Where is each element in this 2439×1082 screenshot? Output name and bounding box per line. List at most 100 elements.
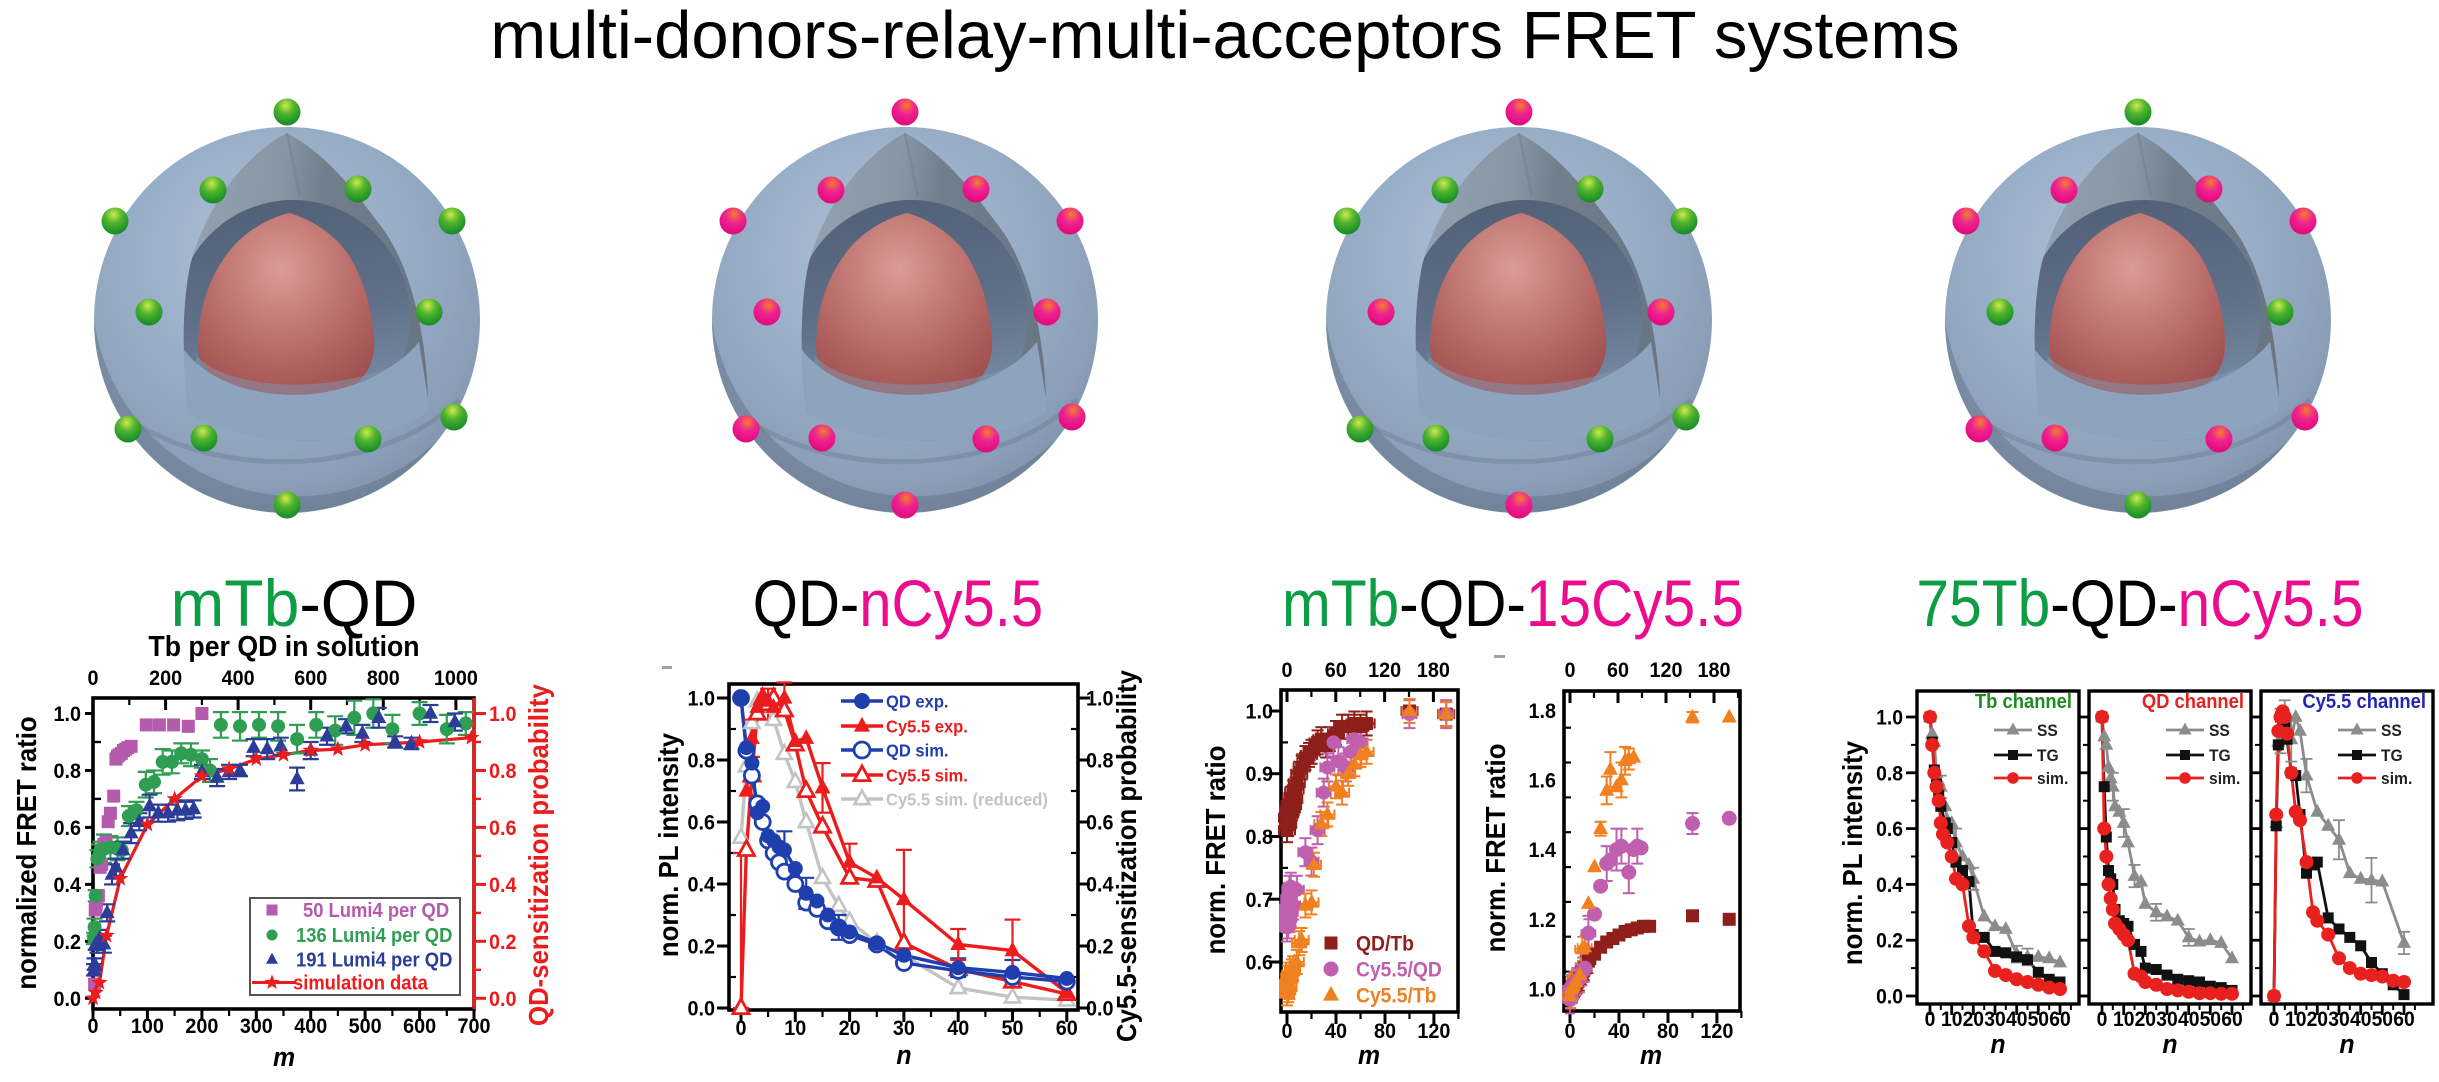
svg-text:sim.: sim. xyxy=(2209,769,2240,788)
svg-text:180: 180 xyxy=(1417,658,1450,682)
svg-text:50: 50 xyxy=(2028,1008,2049,1031)
svg-text:1.0: 1.0 xyxy=(1876,707,1903,730)
svg-text:0.8: 0.8 xyxy=(1876,763,1903,786)
svg-text:0: 0 xyxy=(1282,1019,1293,1043)
svg-text:0: 0 xyxy=(88,1014,99,1038)
svg-text:50: 50 xyxy=(2372,1008,2393,1031)
svg-text:0: 0 xyxy=(1925,1008,1936,1031)
svg-text:50: 50 xyxy=(2200,1008,2221,1031)
svg-text:30: 30 xyxy=(2328,1008,2349,1031)
svg-text:1.4: 1.4 xyxy=(1529,838,1557,862)
svg-text:0: 0 xyxy=(88,666,99,690)
svg-text:80: 80 xyxy=(1657,1019,1679,1043)
svg-text:SS: SS xyxy=(2381,721,2402,740)
svg-text:0: 0 xyxy=(1565,658,1576,682)
svg-text:20: 20 xyxy=(2307,1008,2328,1031)
svg-text:1.0: 1.0 xyxy=(1086,687,1113,711)
svg-text:120: 120 xyxy=(1368,658,1401,682)
svg-text:20: 20 xyxy=(1963,1008,1984,1031)
svg-text:0.6: 0.6 xyxy=(688,811,715,835)
svg-text:1.0: 1.0 xyxy=(1529,978,1556,1002)
svg-text:30: 30 xyxy=(893,1016,915,1040)
svg-text:n: n xyxy=(896,1041,911,1070)
svg-text:0: 0 xyxy=(2097,1008,2108,1031)
svg-text:60: 60 xyxy=(2049,1008,2070,1031)
svg-text:simulation data: simulation data xyxy=(293,973,428,995)
svg-text:1.0: 1.0 xyxy=(1246,700,1273,724)
svg-text:0.8: 0.8 xyxy=(54,759,81,783)
svg-text:norm. FRET ratio: norm. FRET ratio xyxy=(1480,744,1511,953)
svg-text:0.9: 0.9 xyxy=(1246,762,1273,786)
svg-text:0.4: 0.4 xyxy=(688,873,716,897)
svg-text:Tb per QD in solution: Tb per QD in solution xyxy=(148,630,419,662)
svg-text:QD/Tb: QD/Tb xyxy=(1356,933,1414,956)
svg-text:TG: TG xyxy=(2209,746,2231,765)
svg-text:sim.: sim. xyxy=(2381,769,2412,788)
svg-text:1.6: 1.6 xyxy=(1529,769,1556,793)
svg-text:0.4: 0.4 xyxy=(1086,873,1114,897)
svg-text:n: n xyxy=(2339,1030,2354,1059)
svg-text:Cy5.5 sim. (reduced): Cy5.5 sim. (reduced) xyxy=(886,789,1048,810)
svg-text:40: 40 xyxy=(947,1016,969,1040)
svg-text:Cy5.5 channel: Cy5.5 channel xyxy=(2302,691,2426,713)
svg-text:1.2: 1.2 xyxy=(1529,908,1556,932)
svg-text:40: 40 xyxy=(2350,1008,2371,1031)
svg-text:0: 0 xyxy=(736,1016,747,1040)
svg-text:SS: SS xyxy=(2037,721,2058,740)
svg-text:m: m xyxy=(273,1043,295,1072)
svg-text:TG: TG xyxy=(2037,746,2059,765)
svg-text:700: 700 xyxy=(458,1014,491,1038)
svg-text:1.0: 1.0 xyxy=(54,702,81,726)
svg-text:Cy5.5-sensitization probabilit: Cy5.5-sensitization probability xyxy=(1111,670,1142,1042)
svg-text:0.8: 0.8 xyxy=(688,749,715,773)
svg-text:QD-nCy5.5: QD-nCy5.5 xyxy=(753,568,1043,641)
svg-text:1.0: 1.0 xyxy=(489,702,516,726)
svg-text:600: 600 xyxy=(403,1014,436,1038)
svg-text:0.0: 0.0 xyxy=(688,997,715,1021)
svg-text:0.2: 0.2 xyxy=(1876,930,1903,953)
svg-text:10: 10 xyxy=(1941,1008,1962,1031)
svg-text:QD-sensitization probability: QD-sensitization probability xyxy=(523,684,554,1026)
svg-text:0.6: 0.6 xyxy=(54,816,81,840)
svg-text:0.4: 0.4 xyxy=(489,873,517,897)
svg-text:40: 40 xyxy=(2006,1008,2027,1031)
svg-text:0.0: 0.0 xyxy=(489,987,516,1011)
svg-text:0: 0 xyxy=(1565,1019,1576,1043)
svg-text:0: 0 xyxy=(2269,1008,2280,1031)
svg-text:normalized FRET ratio: normalized FRET ratio xyxy=(11,716,42,989)
svg-text:400: 400 xyxy=(222,666,255,690)
svg-text:120: 120 xyxy=(1417,1019,1450,1043)
svg-text:0.8: 0.8 xyxy=(1246,825,1273,849)
svg-text:30: 30 xyxy=(1984,1008,2005,1031)
svg-text:200: 200 xyxy=(149,666,182,690)
svg-text:60: 60 xyxy=(1325,658,1347,682)
svg-text:40: 40 xyxy=(2178,1008,2199,1031)
svg-text:mTb-QD: mTb-QD xyxy=(171,566,418,640)
svg-text:QD sim.: QD sim. xyxy=(886,740,949,761)
svg-text:n: n xyxy=(2162,1030,2177,1059)
svg-text:norm. PL intensity: norm. PL intensity xyxy=(1837,741,1868,965)
svg-text:1.0: 1.0 xyxy=(688,687,715,711)
svg-text:0.4: 0.4 xyxy=(1876,874,1904,897)
svg-text:60: 60 xyxy=(2393,1008,2414,1031)
svg-text:1.8: 1.8 xyxy=(1529,699,1556,723)
svg-text:0.6: 0.6 xyxy=(489,816,516,840)
svg-text:300: 300 xyxy=(240,1014,273,1038)
svg-text:0: 0 xyxy=(1282,658,1293,682)
svg-text:0.6: 0.6 xyxy=(1876,818,1903,841)
svg-text:191 Lumi4 per QD: 191 Lumi4 per QD xyxy=(296,950,452,972)
svg-text:multi-donors-relay-multi-accep: multi-donors-relay-multi-acceptors FRET … xyxy=(490,0,1959,73)
svg-text:120: 120 xyxy=(1650,658,1683,682)
svg-text:400: 400 xyxy=(294,1014,327,1038)
svg-text:40: 40 xyxy=(1325,1019,1347,1043)
svg-text:0.8: 0.8 xyxy=(489,759,516,783)
svg-text:180: 180 xyxy=(1698,658,1731,682)
svg-text:m: m xyxy=(1358,1041,1380,1070)
svg-text:Cy5.5 sim.: Cy5.5 sim. xyxy=(886,765,968,786)
svg-text:0.0: 0.0 xyxy=(1876,986,1903,1009)
svg-text:200: 200 xyxy=(185,1014,218,1038)
svg-text:80: 80 xyxy=(1374,1019,1396,1043)
svg-text:0.2: 0.2 xyxy=(489,930,516,954)
svg-text:norm. PL intensity: norm. PL intensity xyxy=(653,733,684,957)
svg-text:60: 60 xyxy=(1607,658,1629,682)
